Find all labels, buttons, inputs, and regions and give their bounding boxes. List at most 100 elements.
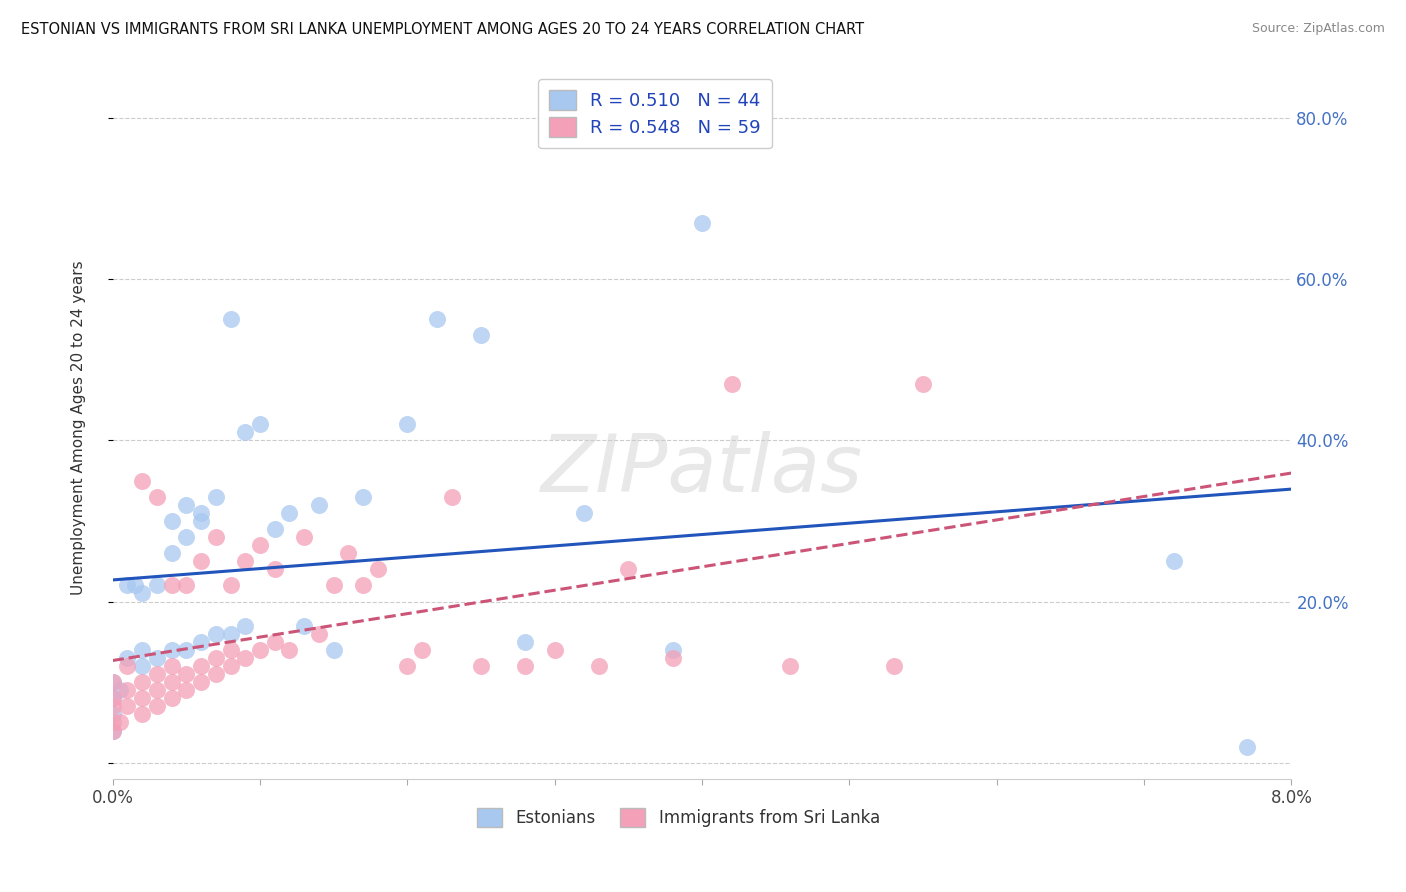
Point xyxy=(101,723,124,738)
Point xyxy=(515,659,537,673)
Point xyxy=(219,659,242,673)
Point xyxy=(190,675,212,690)
Point xyxy=(219,643,242,657)
Point xyxy=(160,546,183,560)
Point xyxy=(204,651,226,665)
Point xyxy=(352,490,374,504)
Point xyxy=(233,618,256,632)
Point xyxy=(544,643,567,657)
Point xyxy=(617,562,640,576)
Point xyxy=(588,659,610,673)
Point xyxy=(108,683,131,698)
Point xyxy=(190,659,212,673)
Point xyxy=(117,578,139,592)
Point xyxy=(101,675,124,690)
Point xyxy=(176,643,198,657)
Point xyxy=(411,643,433,657)
Point xyxy=(1236,739,1258,754)
Point xyxy=(190,514,212,528)
Point xyxy=(572,506,595,520)
Point xyxy=(515,635,537,649)
Point xyxy=(233,554,256,568)
Point xyxy=(322,578,344,592)
Point xyxy=(117,659,139,673)
Point xyxy=(690,216,713,230)
Point xyxy=(146,699,169,714)
Point xyxy=(101,691,124,706)
Point xyxy=(470,328,492,343)
Point xyxy=(131,707,153,722)
Point xyxy=(292,530,315,544)
Point xyxy=(396,659,419,673)
Point xyxy=(396,417,419,432)
Point xyxy=(176,667,198,681)
Point xyxy=(233,425,256,440)
Point xyxy=(131,675,153,690)
Point xyxy=(337,546,360,560)
Point xyxy=(146,667,169,681)
Point xyxy=(779,659,801,673)
Y-axis label: Unemployment Among Ages 20 to 24 years: Unemployment Among Ages 20 to 24 years xyxy=(72,260,86,596)
Point xyxy=(101,715,124,730)
Point xyxy=(101,675,124,690)
Point xyxy=(278,506,301,520)
Point xyxy=(426,312,449,326)
Point xyxy=(883,659,905,673)
Point xyxy=(249,417,271,432)
Point xyxy=(160,514,183,528)
Point xyxy=(190,506,212,520)
Text: ZIPatlas: ZIPatlas xyxy=(541,431,863,509)
Point xyxy=(176,530,198,544)
Point xyxy=(263,635,285,649)
Point xyxy=(440,490,463,504)
Point xyxy=(176,578,198,592)
Point xyxy=(470,659,492,673)
Point xyxy=(204,627,226,641)
Legend: Estonians, Immigrants from Sri Lanka: Estonians, Immigrants from Sri Lanka xyxy=(470,802,887,834)
Point xyxy=(308,627,330,641)
Point xyxy=(101,723,124,738)
Point xyxy=(352,578,374,592)
Point xyxy=(292,618,315,632)
Point xyxy=(146,651,169,665)
Point xyxy=(190,635,212,649)
Point xyxy=(160,643,183,657)
Point xyxy=(204,667,226,681)
Point xyxy=(131,659,153,673)
Point xyxy=(190,554,212,568)
Point xyxy=(219,578,242,592)
Point xyxy=(204,530,226,544)
Point xyxy=(263,562,285,576)
Point xyxy=(146,490,169,504)
Point xyxy=(124,578,146,592)
Point xyxy=(219,312,242,326)
Point xyxy=(108,715,131,730)
Point xyxy=(131,474,153,488)
Point xyxy=(131,586,153,600)
Point xyxy=(160,578,183,592)
Point xyxy=(176,683,198,698)
Point xyxy=(117,651,139,665)
Point xyxy=(131,691,153,706)
Point xyxy=(1163,554,1185,568)
Point xyxy=(661,643,683,657)
Point xyxy=(367,562,389,576)
Point xyxy=(176,498,198,512)
Point xyxy=(101,707,124,722)
Point xyxy=(308,498,330,512)
Point xyxy=(160,691,183,706)
Point xyxy=(117,683,139,698)
Point xyxy=(661,651,683,665)
Point xyxy=(219,627,242,641)
Point xyxy=(912,376,935,391)
Point xyxy=(263,522,285,536)
Point xyxy=(720,376,742,391)
Point xyxy=(322,643,344,657)
Point xyxy=(160,675,183,690)
Point xyxy=(146,683,169,698)
Point xyxy=(101,691,124,706)
Point xyxy=(131,643,153,657)
Point xyxy=(101,699,124,714)
Text: ESTONIAN VS IMMIGRANTS FROM SRI LANKA UNEMPLOYMENT AMONG AGES 20 TO 24 YEARS COR: ESTONIAN VS IMMIGRANTS FROM SRI LANKA UN… xyxy=(21,22,865,37)
Point xyxy=(249,538,271,552)
